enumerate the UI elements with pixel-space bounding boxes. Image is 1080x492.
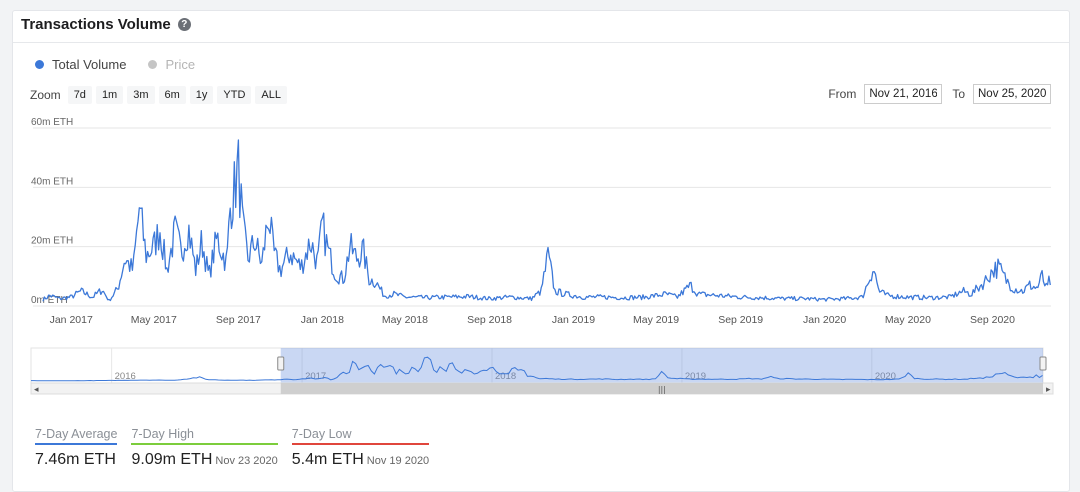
to-date-input[interactable] <box>973 84 1051 104</box>
legend-item-total-volume[interactable]: Total Volume <box>35 57 126 72</box>
y-tick-label: 0m ETH <box>31 295 68 306</box>
stat-value-low-text: 5.4m ETH <box>291 451 364 468</box>
navigator-scrollbar-thumb[interactable] <box>280 383 1044 394</box>
stat-label-high: 7-Day High <box>131 427 278 445</box>
scrollbar-grip-icon: ||| <box>658 385 666 394</box>
x-tick-label: Sep 2020 <box>970 314 1015 326</box>
x-tick-label: Jan 2017 <box>50 314 93 326</box>
x-tick-label: May 2017 <box>131 314 177 326</box>
legend-label-total-volume: Total Volume <box>52 57 127 72</box>
zoom-1m-button[interactable]: 1m <box>95 86 124 104</box>
navigator-year-label: 2017 <box>305 371 326 382</box>
x-tick-label: Jan 2018 <box>301 314 344 326</box>
card-title-text: Transactions Volume <box>21 16 171 33</box>
stat-7-day-high: 7-Day High 9.09m ETH Nov 23 2020 <box>131 427 278 469</box>
question-circle-icon[interactable]: ? <box>177 18 191 31</box>
y-tick-label: 40m ETH <box>31 176 73 187</box>
legend-item-price[interactable]: Price <box>148 57 195 72</box>
stat-label-low: 7-Day Low <box>291 427 430 445</box>
zoom-7d-button[interactable]: 7d <box>67 86 92 104</box>
stat-date-low: Nov 19 2020 <box>366 455 430 467</box>
title-divider <box>13 42 1069 43</box>
from-date-input[interactable] <box>864 84 943 104</box>
legend-dot-price <box>148 60 158 69</box>
stat-date-high: Nov 23 2020 <box>215 455 278 467</box>
x-tick-label: Jan 2020 <box>803 314 846 326</box>
stat-value-average: 7.46m ETH <box>35 451 117 469</box>
x-tick-label: Sep 2019 <box>718 314 763 326</box>
navigator-year-label: 2020 <box>875 371 896 382</box>
legend-label-price: Price <box>165 57 196 72</box>
zoom-6m-button[interactable]: 6m <box>158 86 186 104</box>
zoom-label: Zoom <box>30 88 61 102</box>
zoom-ytd-button[interactable]: YTD <box>217 86 252 104</box>
x-tick-label: Jan 2019 <box>552 314 595 326</box>
from-label: From <box>828 87 857 101</box>
chart-legend: Total Volume Price <box>35 57 195 72</box>
navigator-selection <box>280 348 1044 383</box>
zoom-1y-button[interactable]: 1y <box>189 86 214 104</box>
x-tick-label: May 2018 <box>382 314 428 326</box>
navigator-year-label: 2018 <box>495 371 516 382</box>
navigator-handle-left[interactable] <box>277 356 285 371</box>
y-tick-label: 20m ETH <box>31 236 73 247</box>
x-tick-label: May 2019 <box>633 314 679 326</box>
stat-value-average-text: 7.46m ETH <box>35 451 116 468</box>
transactions-volume-card: Transactions Volume ? Total Volume Price… <box>12 10 1070 492</box>
y-tick-label: 60m ETH <box>31 117 73 128</box>
scroll-right-icon[interactable]: ▸ <box>1046 385 1051 395</box>
scroll-left-icon[interactable]: ◂ <box>34 385 39 395</box>
stat-value-low: 5.4m ETH Nov 19 2020 <box>292 451 429 469</box>
navigator-year-label: 2016 <box>115 371 136 382</box>
stat-label-average: 7-Day Average <box>35 427 118 445</box>
x-tick-label: May 2020 <box>885 314 931 326</box>
stats-row: 7-Day Average 7.46m ETH 7-Day High 9.09m… <box>35 427 430 469</box>
x-tick-label: Sep 2018 <box>467 314 512 326</box>
date-range: From To <box>828 84 1051 104</box>
stat-7-day-low: 7-Day Low 5.4m ETH Nov 19 2020 <box>291 427 430 469</box>
zoom-3m-button[interactable]: 3m <box>127 86 155 104</box>
navigator-line <box>31 356 1043 382</box>
series-line-total-volume <box>42 139 1051 302</box>
navigator-handle-right[interactable] <box>1039 356 1047 371</box>
to-label: To <box>952 87 965 101</box>
zoom-controls: Zoom 7d 1m 3m 6m 1y YTD ALL <box>30 86 287 104</box>
legend-dot-total-volume <box>35 60 44 69</box>
card-title: Transactions Volume ? <box>21 16 191 33</box>
zoom-all-button[interactable]: ALL <box>255 86 287 104</box>
x-tick-label: Sep 2017 <box>216 314 261 326</box>
stat-7-day-average: 7-Day Average 7.46m ETH <box>35 427 118 469</box>
stat-value-high-text: 9.09m ETH <box>131 451 213 468</box>
volume-chart: 0m ETH 20m ETH 40m ETH 60m ETH Jan 2017 May 2… <box>30 117 1054 395</box>
stat-value-high: 9.09m ETH Nov 23 2020 <box>131 451 277 469</box>
navigator-year-label: 2019 <box>685 371 706 382</box>
